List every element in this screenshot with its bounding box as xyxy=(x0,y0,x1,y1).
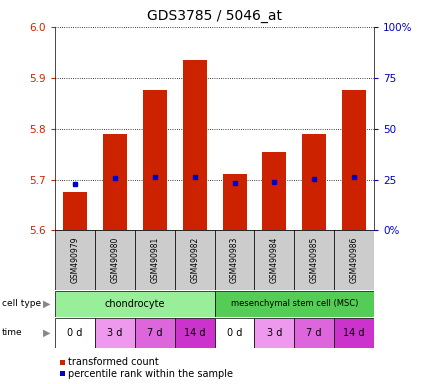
Bar xyxy=(334,318,374,348)
Bar xyxy=(215,230,255,290)
Text: transformed count: transformed count xyxy=(68,357,159,367)
Text: GSM490984: GSM490984 xyxy=(270,237,279,283)
Text: GSM490983: GSM490983 xyxy=(230,237,239,283)
Bar xyxy=(294,230,334,290)
Bar xyxy=(215,291,374,317)
Bar xyxy=(55,318,95,348)
Bar xyxy=(334,230,374,290)
Text: 14 d: 14 d xyxy=(184,328,205,338)
Text: ▶: ▶ xyxy=(43,299,51,309)
Bar xyxy=(175,230,215,290)
Bar xyxy=(183,60,207,230)
Text: ▶: ▶ xyxy=(43,328,51,338)
Bar xyxy=(342,91,366,230)
Text: GSM490981: GSM490981 xyxy=(150,237,159,283)
Text: GSM490979: GSM490979 xyxy=(71,237,79,283)
Bar xyxy=(294,318,334,348)
Bar xyxy=(255,318,294,348)
Text: mesenchymal stem cell (MSC): mesenchymal stem cell (MSC) xyxy=(231,299,358,308)
Text: 3 d: 3 d xyxy=(108,328,123,338)
Bar xyxy=(175,318,215,348)
Bar xyxy=(135,230,175,290)
Bar xyxy=(55,230,95,290)
Text: GSM490982: GSM490982 xyxy=(190,237,199,283)
Bar xyxy=(55,291,215,317)
Text: cell type: cell type xyxy=(2,299,41,308)
Bar xyxy=(95,318,135,348)
Bar xyxy=(223,174,246,230)
Bar xyxy=(302,134,326,230)
Text: GSM490985: GSM490985 xyxy=(310,237,319,283)
Title: GDS3785 / 5046_at: GDS3785 / 5046_at xyxy=(147,9,282,23)
Bar xyxy=(135,318,175,348)
Text: chondrocyte: chondrocyte xyxy=(105,299,165,309)
Text: 3 d: 3 d xyxy=(267,328,282,338)
Text: 7 d: 7 d xyxy=(306,328,322,338)
Text: 0 d: 0 d xyxy=(227,328,242,338)
Text: GSM490980: GSM490980 xyxy=(110,237,119,283)
Bar xyxy=(215,318,255,348)
Text: 14 d: 14 d xyxy=(343,328,365,338)
Bar xyxy=(63,192,87,230)
Text: GSM490986: GSM490986 xyxy=(350,237,359,283)
Bar xyxy=(103,134,127,230)
Text: 7 d: 7 d xyxy=(147,328,163,338)
Bar xyxy=(262,152,286,230)
Bar xyxy=(143,91,167,230)
Text: time: time xyxy=(2,328,23,337)
Text: percentile rank within the sample: percentile rank within the sample xyxy=(68,369,233,379)
Text: 0 d: 0 d xyxy=(68,328,83,338)
Bar xyxy=(95,230,135,290)
Bar xyxy=(255,230,294,290)
